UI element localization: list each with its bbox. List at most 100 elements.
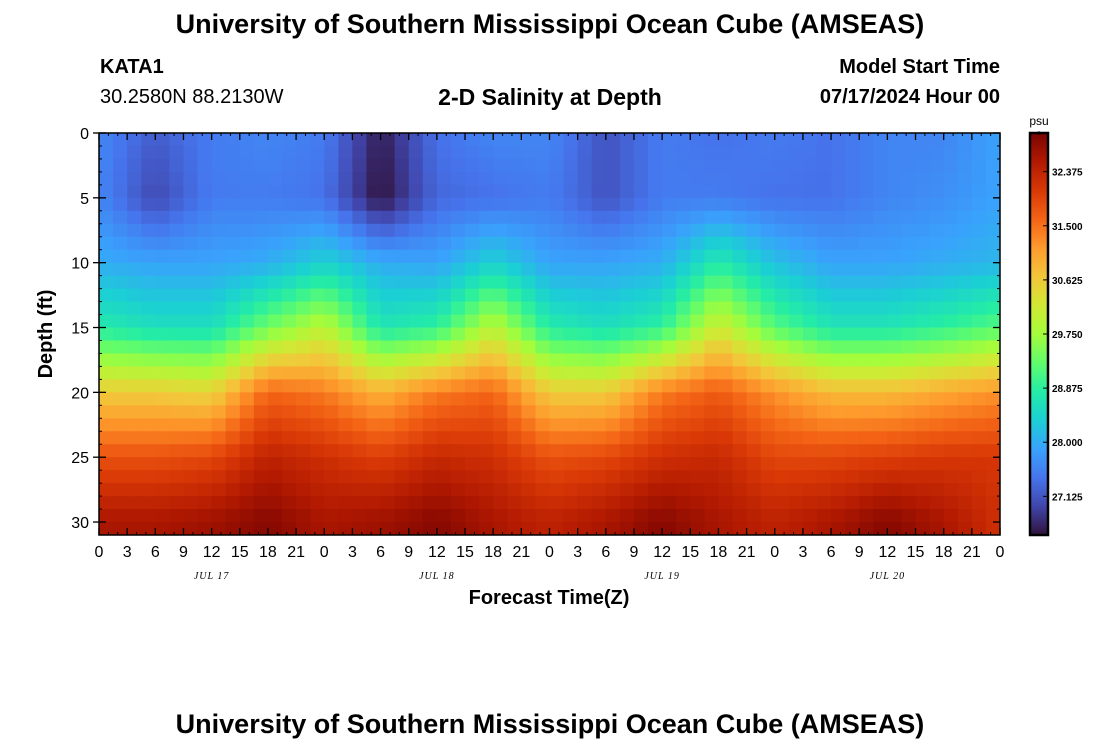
heatmap-cell xyxy=(873,379,888,393)
heatmap-cell xyxy=(183,145,199,160)
heatmap-cell xyxy=(859,158,874,173)
heatmap-cell xyxy=(718,158,734,173)
heatmap-cell xyxy=(690,145,705,160)
heatmap-cell xyxy=(225,496,241,510)
heatmap-cell xyxy=(929,301,945,316)
heatmap-cell xyxy=(957,496,973,510)
heatmap-cell xyxy=(605,327,621,342)
heatmap-cell xyxy=(633,171,649,186)
heatmap-cell xyxy=(535,184,551,199)
heatmap-cell xyxy=(493,431,508,445)
heatmap-cell xyxy=(197,392,213,406)
heatmap-cell xyxy=(493,366,508,380)
heatmap-cell xyxy=(338,184,354,199)
heatmap-cell xyxy=(99,314,114,329)
heatmap-cell xyxy=(436,133,452,147)
heatmap-cell xyxy=(746,158,762,173)
heatmap-cell xyxy=(521,249,537,264)
heatmap-cell xyxy=(465,236,480,251)
heatmap-cell xyxy=(690,197,705,212)
heatmap-cell xyxy=(788,158,804,173)
heatmap-cell xyxy=(408,171,424,186)
heatmap-cell xyxy=(985,496,1000,510)
heatmap-cell xyxy=(901,223,917,238)
heatmap-cell xyxy=(662,392,677,406)
heatmap-cell xyxy=(605,275,621,290)
heatmap-cell xyxy=(155,496,170,510)
heatmap-cell xyxy=(971,171,987,186)
heatmap-cell xyxy=(155,509,170,523)
heatmap-cell xyxy=(873,366,888,380)
heatmap-cell xyxy=(507,275,522,290)
heatmap-cell xyxy=(549,496,565,510)
heatmap-cell xyxy=(802,522,818,535)
heatmap-cell xyxy=(267,145,283,160)
heatmap-cell xyxy=(690,275,705,290)
heatmap-cell xyxy=(465,314,480,329)
heatmap-cell xyxy=(563,483,579,497)
heatmap-cell xyxy=(704,418,720,432)
heatmap-cell xyxy=(366,470,382,484)
heatmap-cell xyxy=(394,158,410,173)
heatmap-cell xyxy=(985,288,1000,303)
heatmap-cell xyxy=(521,223,537,238)
heatmap-cell xyxy=(366,340,382,355)
heatmap-cell xyxy=(802,418,818,432)
heatmap-cell xyxy=(718,288,734,303)
heatmap-cell xyxy=(253,496,269,510)
heatmap-cell xyxy=(563,275,579,290)
heatmap-cell xyxy=(479,314,494,329)
heatmap-cell xyxy=(141,496,156,510)
heatmap-cell xyxy=(633,340,649,355)
heatmap-cell xyxy=(859,275,874,290)
heatmap-cell xyxy=(99,379,114,393)
heatmap-cell xyxy=(760,197,776,212)
heatmap-cell xyxy=(141,470,156,484)
heatmap-cell xyxy=(493,444,508,458)
heatmap-cell xyxy=(859,496,874,510)
heatmap-cell xyxy=(577,457,593,471)
heatmap-cell xyxy=(788,133,804,147)
heatmap-cell xyxy=(183,133,199,147)
heatmap-cell xyxy=(648,184,663,199)
heatmap-cell xyxy=(225,171,241,186)
heatmap-cell xyxy=(816,184,832,199)
heatmap-cell xyxy=(971,275,987,290)
heatmap-cell xyxy=(169,509,185,523)
heatmap-cell xyxy=(662,444,677,458)
heatmap-cell xyxy=(831,379,846,393)
day-label: JUL 19 xyxy=(644,571,680,582)
heatmap-cell xyxy=(239,522,255,535)
heatmap-cell xyxy=(662,171,677,186)
x-tick-label: 21 xyxy=(963,544,981,561)
heatmap-cell xyxy=(577,314,593,329)
heatmap-cell xyxy=(380,418,396,432)
heatmap-cell xyxy=(774,509,790,523)
heatmap-cell xyxy=(816,392,832,406)
heatmap-cell xyxy=(887,392,903,406)
heatmap-cell xyxy=(831,483,846,497)
x-tick-label: 12 xyxy=(428,544,446,561)
heatmap-cell xyxy=(155,379,170,393)
heatmap-cell xyxy=(732,210,748,225)
heatmap-cell xyxy=(197,301,213,316)
heatmap-cell xyxy=(436,418,452,432)
heatmap-cell xyxy=(549,171,565,186)
heatmap-cell xyxy=(422,405,438,419)
heatmap-cell xyxy=(99,340,114,355)
heatmap-cell xyxy=(648,314,663,329)
heatmap-cell xyxy=(507,262,522,277)
heatmap-cell xyxy=(507,353,522,368)
heatmap-cell xyxy=(380,184,396,199)
heatmap-cell xyxy=(422,133,438,147)
heatmap-cell xyxy=(479,418,494,432)
heatmap-cell xyxy=(591,262,607,277)
heatmap-cell xyxy=(774,288,790,303)
heatmap-cell xyxy=(183,470,199,484)
heatmap-cell xyxy=(535,133,551,147)
heatmap-cell xyxy=(915,327,931,342)
heatmap-cell xyxy=(957,210,973,225)
heatmap-cell xyxy=(887,223,903,238)
day-label: JUL 17 xyxy=(194,571,230,582)
heatmap-cell xyxy=(577,301,593,316)
